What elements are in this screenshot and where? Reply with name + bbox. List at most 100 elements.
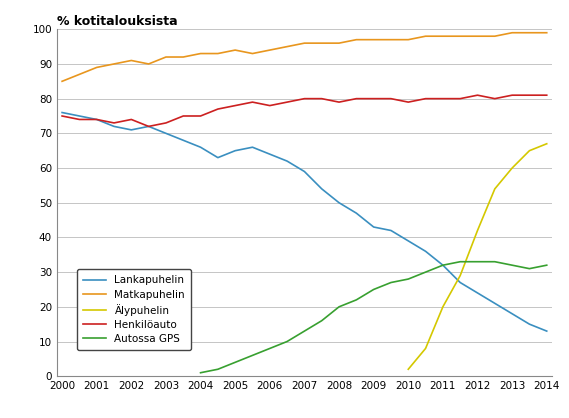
Lankapuhelin [526, 322, 533, 327]
Älypuhelin [543, 141, 550, 146]
Älypuhelin [439, 304, 446, 309]
Henkilöauto [59, 113, 65, 118]
Lankapuhelin [266, 152, 273, 157]
Matkapuhelin [492, 34, 498, 39]
Henkilöauto [232, 103, 238, 108]
Henkilöauto [336, 99, 343, 104]
Lankapuhelin [249, 145, 256, 150]
Matkapuhelin [301, 41, 308, 46]
Henkilöauto [457, 96, 464, 101]
Autossa GPS [266, 346, 273, 351]
Lankapuhelin [353, 211, 360, 216]
Älypuhelin [474, 228, 481, 233]
Matkapuhelin [59, 79, 65, 84]
Autossa GPS [249, 353, 256, 358]
Henkilöauto [128, 117, 135, 122]
Matkapuhelin [266, 48, 273, 53]
Line: Älypuhelin: Älypuhelin [409, 144, 547, 369]
Line: Matkapuhelin: Matkapuhelin [62, 33, 547, 81]
Autossa GPS [301, 329, 308, 334]
Matkapuhelin [180, 54, 187, 59]
Henkilöauto [197, 113, 204, 118]
Henkilöauto [301, 96, 308, 101]
Lankapuhelin [422, 249, 429, 254]
Lankapuhelin [492, 301, 498, 306]
Autossa GPS [439, 263, 446, 268]
Henkilöauto [405, 99, 412, 104]
Matkapuhelin [163, 54, 170, 59]
Legend: Lankapuhelin, Matkapuhelin, Älypuhelin, Henkilöauto, Autossa GPS: Lankapuhelin, Matkapuhelin, Älypuhelin, … [77, 269, 191, 350]
Lankapuhelin [301, 169, 308, 174]
Matkapuhelin [336, 41, 343, 46]
Henkilöauto [474, 93, 481, 98]
Autossa GPS [232, 360, 238, 365]
Matkapuhelin [353, 37, 360, 42]
Henkilöauto [509, 93, 516, 98]
Autossa GPS [370, 287, 377, 292]
Henkilöauto [110, 120, 117, 125]
Henkilöauto [163, 120, 170, 125]
Matkapuhelin [405, 37, 412, 42]
Matkapuhelin [93, 65, 100, 70]
Autossa GPS [215, 367, 221, 372]
Lankapuhelin [370, 224, 377, 229]
Lankapuhelin [457, 280, 464, 285]
Matkapuhelin [457, 34, 464, 39]
Matkapuhelin [543, 30, 550, 35]
Henkilöauto [543, 93, 550, 98]
Matkapuhelin [422, 34, 429, 39]
Autossa GPS [336, 304, 343, 309]
Henkilöauto [370, 96, 377, 101]
Autossa GPS [543, 263, 550, 268]
Henkilöauto [249, 99, 256, 104]
Lankapuhelin [215, 155, 221, 160]
Autossa GPS [284, 339, 291, 344]
Matkapuhelin [128, 58, 135, 63]
Autossa GPS [474, 259, 481, 264]
Älypuhelin [457, 273, 464, 278]
Älypuhelin [422, 346, 429, 351]
Matkapuhelin [509, 30, 516, 35]
Lankapuhelin [59, 110, 65, 115]
Matkapuhelin [526, 30, 533, 35]
Matkapuhelin [145, 61, 152, 66]
Matkapuhelin [197, 51, 204, 56]
Autossa GPS [405, 277, 412, 282]
Henkilöauto [284, 99, 291, 104]
Henkilöauto [76, 117, 83, 122]
Autossa GPS [387, 280, 394, 285]
Matkapuhelin [232, 48, 238, 53]
Lankapuhelin [93, 117, 100, 122]
Henkilöauto [526, 93, 533, 98]
Lankapuhelin [318, 186, 325, 191]
Matkapuhelin [76, 72, 83, 77]
Älypuhelin [405, 367, 412, 372]
Matkapuhelin [439, 34, 446, 39]
Lankapuhelin [163, 131, 170, 136]
Lankapuhelin [474, 291, 481, 296]
Lankapuhelin [405, 238, 412, 243]
Henkilöauto [145, 124, 152, 129]
Henkilöauto [387, 96, 394, 101]
Lankapuhelin [76, 113, 83, 118]
Matkapuhelin [284, 44, 291, 49]
Lankapuhelin [509, 311, 516, 316]
Matkapuhelin [387, 37, 394, 42]
Autossa GPS [422, 270, 429, 275]
Lankapuhelin [543, 329, 550, 334]
Lankapuhelin [232, 148, 238, 153]
Lankapuhelin [180, 138, 187, 143]
Älypuhelin [509, 166, 516, 171]
Henkilöauto [215, 107, 221, 112]
Älypuhelin [526, 148, 533, 153]
Lankapuhelin [128, 127, 135, 133]
Lankapuhelin [336, 200, 343, 205]
Älypuhelin [492, 186, 498, 191]
Henkilöauto [180, 113, 187, 118]
Autossa GPS [353, 297, 360, 302]
Henkilöauto [93, 117, 100, 122]
Autossa GPS [492, 259, 498, 264]
Autossa GPS [197, 370, 204, 375]
Henkilöauto [422, 96, 429, 101]
Lankapuhelin [110, 124, 117, 129]
